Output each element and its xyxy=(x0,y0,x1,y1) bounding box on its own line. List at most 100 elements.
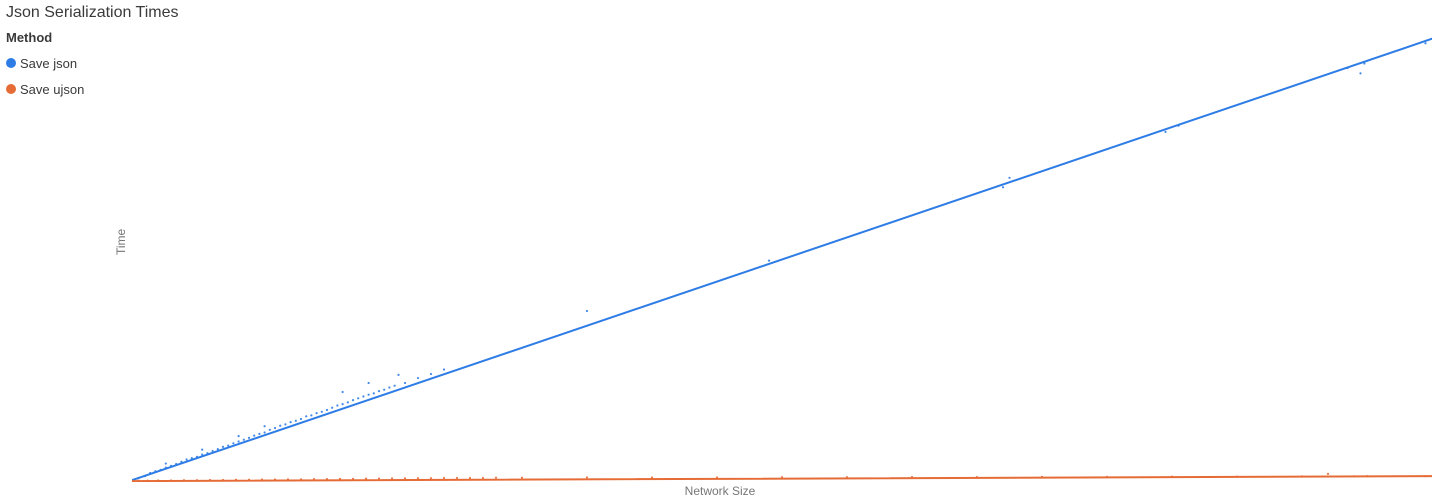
data-point[interactable] xyxy=(586,476,588,478)
data-point[interactable] xyxy=(279,425,281,427)
data-point[interactable] xyxy=(1353,475,1355,477)
data-point[interactable] xyxy=(378,478,380,480)
data-point[interactable] xyxy=(137,480,139,482)
data-point[interactable] xyxy=(147,480,149,482)
data-point[interactable] xyxy=(781,476,783,478)
data-point[interactable] xyxy=(300,478,302,480)
data-point[interactable] xyxy=(1301,475,1303,477)
data-point[interactable] xyxy=(373,392,375,394)
data-point[interactable] xyxy=(352,478,354,480)
data-point[interactable] xyxy=(846,476,848,478)
data-point[interactable] xyxy=(1346,67,1348,69)
data-point[interactable] xyxy=(1164,131,1166,133)
data-point[interactable] xyxy=(222,479,224,481)
legend-item-save-ujson[interactable]: Save ujson xyxy=(6,76,84,102)
data-point[interactable] xyxy=(175,463,177,465)
data-point[interactable] xyxy=(397,374,399,376)
data-point[interactable] xyxy=(417,377,419,379)
data-point[interactable] xyxy=(342,391,344,393)
data-point[interactable] xyxy=(232,442,234,444)
data-point[interactable] xyxy=(368,382,370,384)
data-point[interactable] xyxy=(976,476,978,478)
data-point[interactable] xyxy=(321,411,323,413)
data-point[interactable] xyxy=(137,477,139,479)
data-point[interactable] xyxy=(290,421,292,423)
data-point[interactable] xyxy=(394,385,396,387)
data-point[interactable] xyxy=(196,456,198,458)
data-point[interactable] xyxy=(149,472,151,474)
data-point[interactable] xyxy=(209,479,211,481)
data-point[interactable] xyxy=(365,478,367,480)
data-point[interactable] xyxy=(183,479,185,481)
data-point[interactable] xyxy=(160,469,162,471)
data-point[interactable] xyxy=(768,260,770,262)
data-point[interactable] xyxy=(342,403,344,405)
legend-item-save-json[interactable]: Save json xyxy=(6,50,84,76)
data-point[interactable] xyxy=(305,415,307,417)
data-point[interactable] xyxy=(404,382,406,384)
data-point[interactable] xyxy=(326,409,328,411)
data-point[interactable] xyxy=(383,389,385,391)
data-point[interactable] xyxy=(326,478,328,480)
data-point[interactable] xyxy=(206,452,208,454)
data-point[interactable] xyxy=(165,462,167,464)
data-point[interactable] xyxy=(258,433,260,435)
data-point[interactable] xyxy=(1327,473,1329,475)
data-point[interactable] xyxy=(336,404,338,406)
data-point[interactable] xyxy=(417,477,419,479)
data-point[interactable] xyxy=(180,461,182,463)
data-point[interactable] xyxy=(1359,72,1361,74)
data-point[interactable] xyxy=(144,475,146,477)
data-point[interactable] xyxy=(157,479,159,481)
data-point[interactable] xyxy=(253,435,255,437)
data-point[interactable] xyxy=(165,467,167,469)
data-point[interactable] xyxy=(1236,476,1238,478)
data-point[interactable] xyxy=(911,476,913,478)
data-point[interactable] xyxy=(347,401,349,403)
data-point[interactable] xyxy=(170,479,172,481)
data-point[interactable] xyxy=(331,407,333,409)
data-point[interactable] xyxy=(430,477,432,479)
data-point[interactable] xyxy=(238,435,240,437)
data-point[interactable] xyxy=(170,465,172,467)
data-point[interactable] xyxy=(227,444,229,446)
data-point[interactable] xyxy=(186,458,188,460)
data-point[interactable] xyxy=(201,449,203,451)
data-point[interactable] xyxy=(201,453,203,455)
data-point[interactable] xyxy=(1366,475,1368,477)
data-point[interactable] xyxy=(316,412,318,414)
data-point[interactable] xyxy=(191,457,193,459)
data-point[interactable] xyxy=(456,477,458,479)
data-point[interactable] xyxy=(217,448,219,450)
data-point[interactable] xyxy=(651,476,653,478)
data-point[interactable] xyxy=(1002,186,1004,188)
data-point[interactable] xyxy=(716,476,718,478)
data-point[interactable] xyxy=(287,478,289,480)
data-point[interactable] xyxy=(482,477,484,479)
data-point[interactable] xyxy=(264,431,266,433)
data-point[interactable] xyxy=(248,479,250,481)
data-point[interactable] xyxy=(238,440,240,442)
data-point[interactable] xyxy=(391,477,393,479)
data-point[interactable] xyxy=(1177,125,1179,127)
data-point[interactable] xyxy=(362,395,364,397)
data-point[interactable] xyxy=(378,390,380,392)
data-point[interactable] xyxy=(1424,42,1426,44)
data-point[interactable] xyxy=(1363,62,1365,64)
data-point[interactable] xyxy=(235,479,237,481)
data-point[interactable] xyxy=(212,450,214,452)
data-point[interactable] xyxy=(1171,476,1173,478)
data-point[interactable] xyxy=(404,477,406,479)
data-point[interactable] xyxy=(310,414,312,416)
data-point[interactable] xyxy=(274,478,276,480)
data-point[interactable] xyxy=(430,373,432,375)
data-point[interactable] xyxy=(586,310,588,312)
data-point[interactable] xyxy=(243,439,245,441)
data-point[interactable] xyxy=(1041,476,1043,478)
data-point[interactable] xyxy=(339,478,341,480)
data-point[interactable] xyxy=(521,477,523,479)
data-point[interactable] xyxy=(222,446,224,448)
data-point[interactable] xyxy=(495,477,497,479)
data-point[interactable] xyxy=(1008,177,1010,179)
data-point[interactable] xyxy=(154,470,156,472)
